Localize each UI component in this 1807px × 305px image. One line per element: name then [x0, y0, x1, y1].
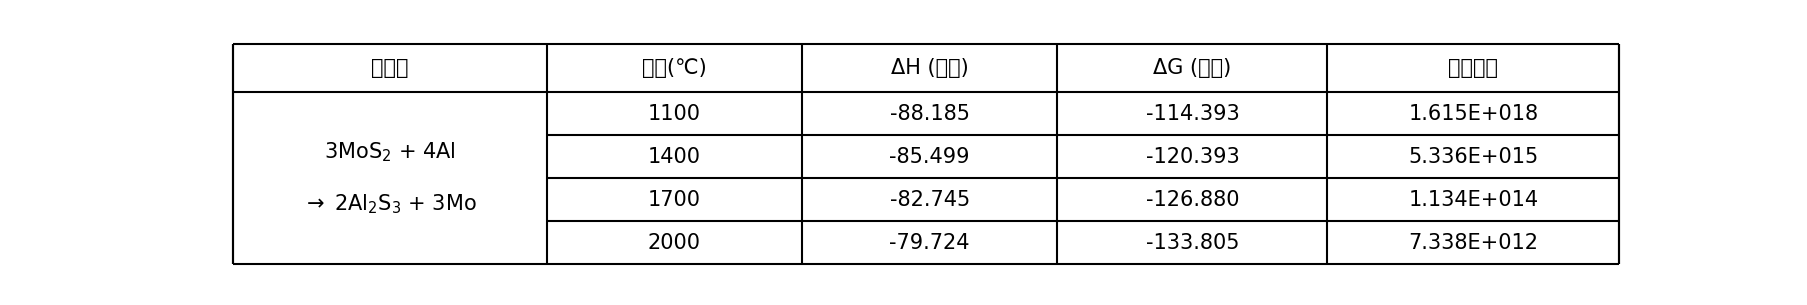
- Text: -82.745: -82.745: [889, 190, 970, 210]
- Text: -133.805: -133.805: [1146, 233, 1240, 253]
- Text: -79.724: -79.724: [889, 233, 970, 253]
- Text: 2000: 2000: [649, 233, 701, 253]
- Text: 1400: 1400: [649, 147, 701, 167]
- Text: 1.615E+018: 1.615E+018: [1408, 104, 1538, 124]
- Text: $\rightarrow$ 2Al$_2$S$_3$ + 3Mo: $\rightarrow$ 2Al$_2$S$_3$ + 3Mo: [302, 192, 477, 216]
- Text: ΔG (千卡): ΔG (千卡): [1153, 58, 1232, 78]
- Text: -85.499: -85.499: [889, 147, 970, 167]
- Text: 1700: 1700: [649, 190, 701, 210]
- Text: -126.880: -126.880: [1146, 190, 1240, 210]
- Text: 3MoS$_2$ + 4Al: 3MoS$_2$ + 4Al: [323, 141, 455, 164]
- Text: 5.336E+015: 5.336E+015: [1408, 147, 1538, 167]
- Text: 温度(℃): 温度(℃): [641, 58, 707, 78]
- Text: -114.393: -114.393: [1146, 104, 1240, 124]
- Text: -120.393: -120.393: [1146, 147, 1240, 167]
- Text: 平衡常数: 平衡常数: [1449, 58, 1498, 78]
- Text: 反应式: 反应式: [370, 58, 408, 78]
- Text: 1100: 1100: [649, 104, 701, 124]
- Text: -88.185: -88.185: [889, 104, 970, 124]
- Text: 7.338E+012: 7.338E+012: [1408, 233, 1538, 253]
- Text: 1.134E+014: 1.134E+014: [1408, 190, 1538, 210]
- Text: ΔH (千卡): ΔH (千卡): [891, 58, 969, 78]
